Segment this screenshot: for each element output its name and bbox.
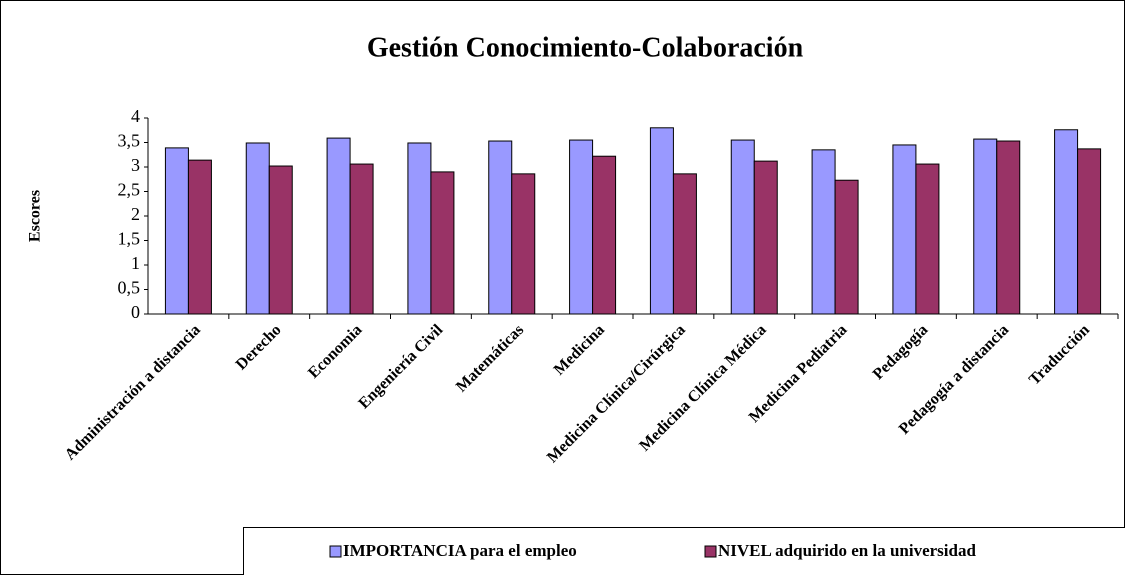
- bar: [915, 163, 940, 315]
- bar: [834, 179, 859, 315]
- bar: [811, 149, 836, 315]
- y-tick-label: 4: [131, 106, 140, 126]
- bar: [649, 127, 674, 315]
- y-tick-label: 1: [131, 253, 140, 273]
- bar: [268, 165, 293, 315]
- bar: [753, 160, 778, 315]
- bar: [430, 171, 455, 315]
- bar: [973, 138, 998, 315]
- legend-label: NIVEL adquirido en la universidad: [718, 541, 976, 560]
- bar: [245, 142, 270, 315]
- legend-box: [243, 527, 1125, 575]
- legend-swatch: [704, 545, 717, 558]
- bar: [730, 139, 755, 315]
- y-tick-label: 2,5: [118, 180, 141, 200]
- legend-label: IMPORTANCIA para el empleo: [343, 541, 577, 560]
- bar: [1077, 148, 1102, 315]
- y-tick-label: 0,5: [118, 278, 141, 298]
- bar: [187, 159, 212, 315]
- y-tick-label: 2: [131, 204, 140, 224]
- y-tick-label: 1,5: [118, 229, 141, 249]
- bar: [569, 139, 594, 315]
- bar: [326, 137, 351, 315]
- bar: [1054, 129, 1079, 315]
- bar: [407, 142, 432, 315]
- bar: [672, 173, 697, 315]
- y-tick-label: 3,5: [118, 131, 141, 151]
- bar: [892, 144, 917, 315]
- y-tick-label: 0: [131, 302, 140, 322]
- y-tick-label: 3: [131, 155, 140, 175]
- bar: [164, 147, 189, 315]
- y-axis-label: Escores: [27, 190, 44, 242]
- legend-swatch: [329, 545, 342, 558]
- bar: [511, 173, 536, 315]
- bar: [592, 155, 617, 315]
- chart-title: Gestión Conocimiento-Colaboración: [367, 32, 804, 63]
- bar: [996, 140, 1021, 315]
- bar: [349, 163, 374, 315]
- bar: [488, 140, 513, 315]
